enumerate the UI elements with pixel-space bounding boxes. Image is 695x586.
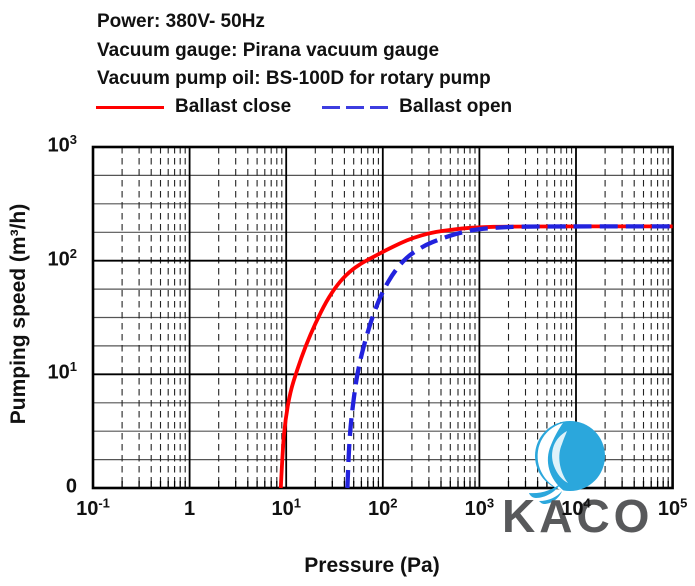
spec-line-gauge: Vacuum gauge: Pirana vacuum gauge	[97, 39, 440, 61]
legend-swatch-ballast-open	[322, 105, 389, 109]
y-tick-label: 102	[47, 245, 77, 271]
x-axis-ticks: 10-1 1 101 102 103 104 105	[0, 495, 695, 534]
kaco-logo-icon	[529, 421, 605, 504]
kaco-watermark-text: KACO	[502, 490, 654, 542]
legend-label-ballast-open: Ballast open	[399, 96, 513, 117]
x-axis-title: Pressure (Pa)	[304, 554, 440, 577]
x-tick-label: 10-1	[76, 495, 110, 520]
x-tick-label: 102	[368, 495, 398, 520]
x-tick-label: 101	[271, 495, 301, 520]
curve-ballast-open	[345, 224, 673, 489]
y-tick-label: 0	[65, 475, 77, 498]
chart-legend: Ballast close Ballast open	[96, 96, 512, 118]
spec-line-oil: Vacuum pump oil: BS-100D for rotary pump	[97, 68, 491, 89]
curve-ballast-close	[278, 224, 673, 489]
plot-grid	[91, 145, 674, 490]
y-axis-ticks: 103 102 101 0	[0, 0, 86, 586]
legend-swatch-ballast-close	[96, 105, 164, 109]
spec-line-power: Power: 380V- 50Hz	[97, 11, 265, 32]
x-tick-label: 104	[561, 495, 591, 520]
x-tick-label: 105	[657, 495, 688, 520]
y-tick-label: 103	[47, 131, 77, 157]
x-tick-label: 103	[464, 495, 495, 520]
legend-label-ballast-close: Ballast close	[175, 96, 292, 117]
curves	[278, 224, 673, 489]
spec-header: Power: 380V- 50Hz Vacuum gauge: Pirana v…	[97, 8, 491, 94]
x-tick-label: 1	[184, 498, 196, 520]
y-tick-label: 101	[47, 359, 77, 384]
